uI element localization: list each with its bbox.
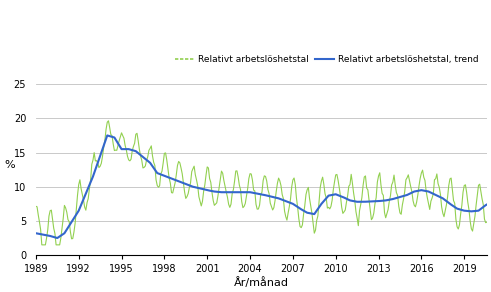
Relativt arbetslöshetstal, trend bbox=[484, 203, 490, 206]
Relativt arbetslöshetstal, trend bbox=[55, 236, 60, 240]
Line: Relativt arbetslöshetstal: Relativt arbetslöshetstal bbox=[36, 121, 487, 245]
Relativt arbetslöshetstal bbox=[284, 218, 290, 222]
Relativt arbetslöshetstal, trend bbox=[303, 210, 309, 214]
Legend: Relativt arbetslöshetstal, Relativt arbetslöshetstal, trend: Relativt arbetslöshetstal, Relativt arbe… bbox=[171, 51, 482, 67]
Line: Relativt arbetslöshetstal, trend: Relativt arbetslöshetstal, trend bbox=[36, 135, 487, 238]
X-axis label: År/månad: År/månad bbox=[234, 277, 289, 288]
Relativt arbetslöshetstal bbox=[484, 220, 490, 224]
Relativt arbetslöshetstal bbox=[303, 193, 309, 196]
Relativt arbetslöshetstal, trend bbox=[116, 143, 122, 147]
Relativt arbetslöshetstal bbox=[116, 139, 122, 142]
Relativt arbetslöshetstal bbox=[236, 183, 242, 187]
Relativt arbetslöshetstal bbox=[39, 243, 45, 247]
Relativt arbetslöshetstal bbox=[33, 204, 39, 208]
Relativt arbetslöshetstal, trend bbox=[104, 134, 110, 137]
Relativt arbetslöshetstal bbox=[381, 194, 386, 197]
Y-axis label: %: % bbox=[4, 160, 15, 170]
Relativt arbetslöshetstal bbox=[106, 119, 111, 123]
Relativt arbetslöshetstal, trend bbox=[381, 199, 386, 202]
Relativt arbetslöshetstal, trend bbox=[370, 200, 376, 203]
Relativt arbetslöshetstal, trend bbox=[284, 200, 290, 203]
Relativt arbetslöshetstal, trend bbox=[33, 232, 39, 235]
Relativt arbetslöshetstal, trend bbox=[236, 190, 242, 194]
Relativt arbetslöshetstal bbox=[370, 216, 376, 220]
